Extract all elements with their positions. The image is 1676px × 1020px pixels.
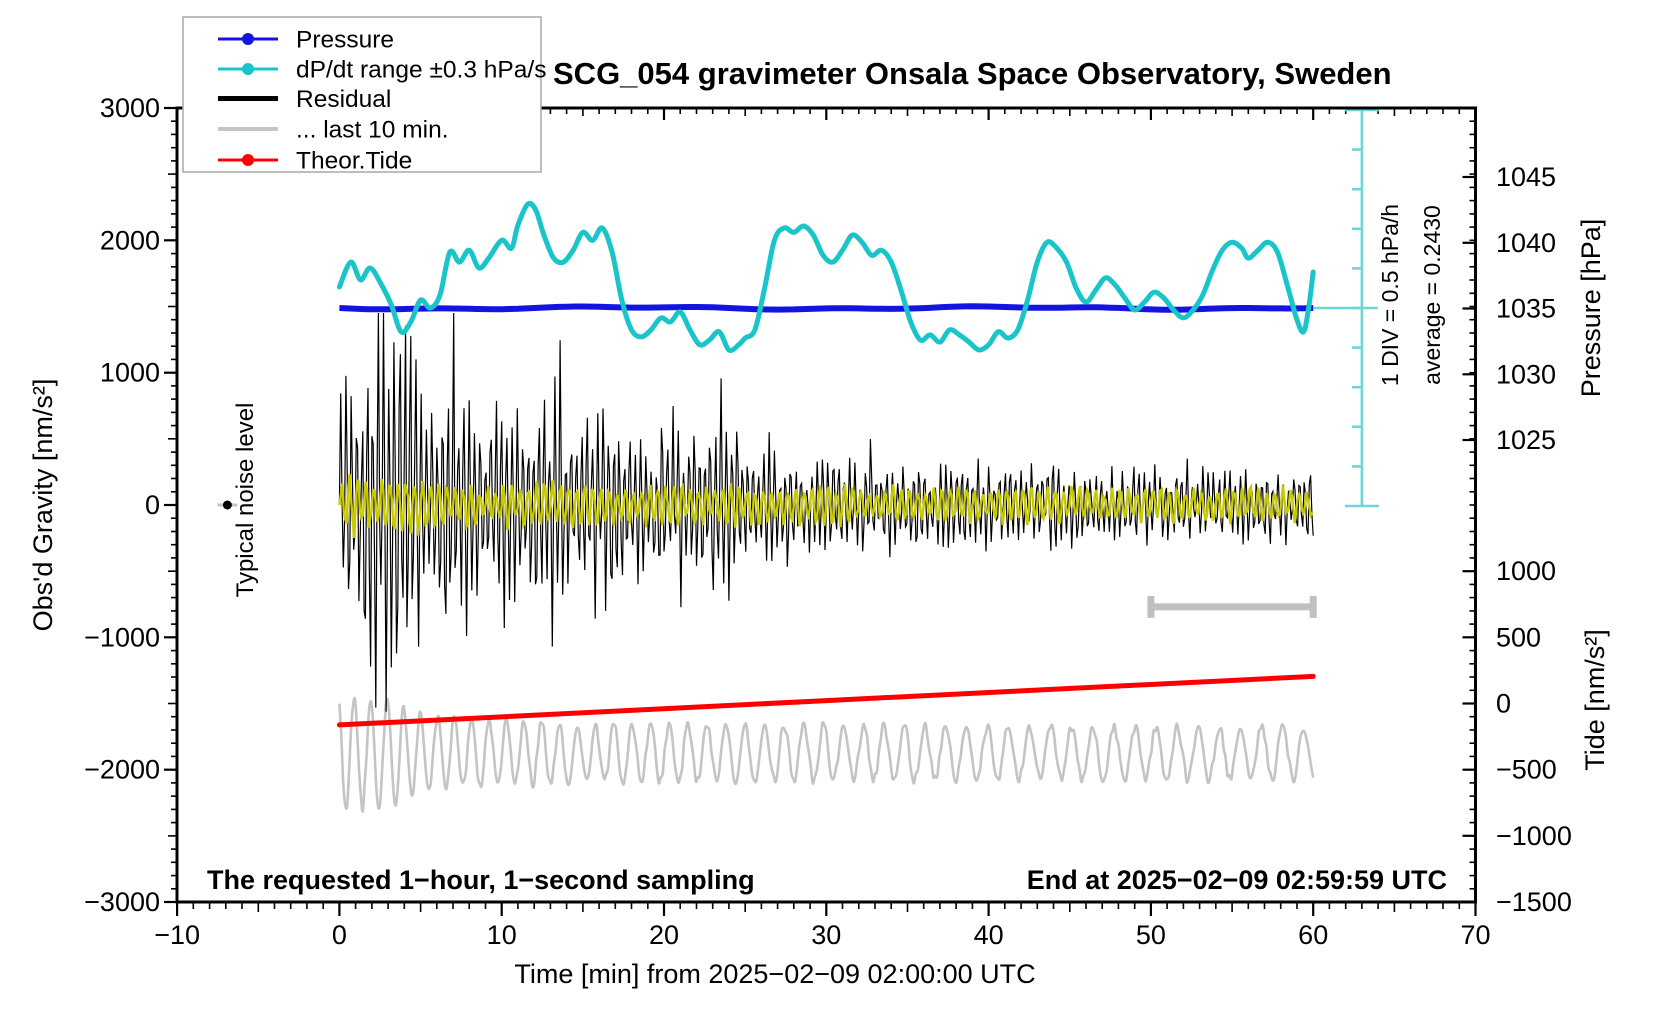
series-pressure-line	[339, 303, 1314, 313]
series-theor-tide-line	[336, 673, 1316, 728]
legend-swatch-dot	[242, 154, 254, 166]
series-last10-gray-curve	[338, 696, 1315, 813]
tide-tick-label: 500	[1496, 622, 1541, 652]
noise-dot	[222, 500, 232, 510]
x-tick-label: 70	[1460, 920, 1490, 950]
legend-item-label: Theor.Tide	[296, 148, 412, 175]
x-tick-label: 40	[974, 920, 1004, 950]
legend-item-label: Residual	[296, 86, 391, 113]
div-scale-label: 1 DIV = 0.5 hPa/h	[1377, 204, 1403, 386]
pressure-tick-label: 1025	[1496, 425, 1556, 455]
gravity-tick-label: −2000	[84, 755, 160, 785]
legend-swatch-dot	[242, 33, 254, 45]
average-value-label: average = 0.2430	[1419, 205, 1445, 385]
pressure-tick-label: 1040	[1496, 228, 1556, 258]
legend-swatch-dot	[242, 63, 254, 75]
gravity-tick-label: 0	[145, 490, 160, 520]
gravity-tick-label: 2000	[100, 225, 160, 255]
gravity-axis-title: Obs'd Gravity [nm/s²]	[28, 379, 58, 632]
x-tick-label: 30	[811, 920, 841, 950]
pressure-axis-title: Pressure [hPa]	[1576, 219, 1606, 398]
legend-item: Residual	[218, 86, 391, 113]
tide-tick-label: −1500	[1496, 887, 1572, 917]
data-series	[336, 200, 1316, 813]
legend-item: Pressure	[218, 27, 394, 54]
gravity-tick-label: 1000	[100, 358, 160, 388]
last10-extent-bar	[1147, 595, 1317, 618]
tide-tick-label: 0	[1496, 689, 1511, 719]
legend-item: Theor.Tide	[218, 148, 412, 175]
tide-axis-title: Tide [nm/s²]	[1580, 629, 1610, 771]
tide-tick-label: 1000	[1496, 556, 1556, 586]
noise-label: Typical noise level	[232, 403, 259, 598]
x-tick-label: 0	[332, 920, 347, 950]
pressure-tick-label: 1035	[1496, 294, 1556, 324]
x-tick-label: 10	[487, 920, 517, 950]
legend-item: dP/dt range ±0.3 hPa/s	[218, 57, 546, 84]
chart-title: SCG_054 gravimeter Onsala Space Observat…	[553, 56, 1392, 91]
plot-frame	[175, 106, 1477, 904]
pressure-tick-label: 1030	[1496, 359, 1556, 389]
tide-tick-label: −1000	[1496, 821, 1572, 851]
gravity-tick-label: −1000	[84, 622, 160, 652]
tide-tick-label: −500	[1496, 755, 1557, 785]
sampling-note: The requested 1−hour, 1−second sampling	[207, 865, 755, 895]
legend-item-label: ... last 10 min.	[296, 117, 449, 144]
noise-level-marker: Typical noise level	[217, 403, 259, 598]
legend-item-label: dP/dt range ±0.3 hPa/s	[296, 57, 546, 84]
x-tick-label: −10	[154, 920, 200, 950]
legend-box	[182, 16, 542, 173]
legend-item-label: Pressure	[296, 27, 394, 54]
legend-item: ... last 10 min.	[218, 117, 449, 144]
x-tick-label: 20	[649, 920, 679, 950]
gravity-tick-label: 3000	[100, 93, 160, 123]
legend: Pressure dP/dt range ±0.3 hPa/sResidual..…	[182, 16, 546, 175]
end-time-note: End at 2025−02−09 02:59:59 UTC	[1027, 865, 1447, 895]
dpdt-scale-ruler	[1313, 108, 1379, 508]
x-axis-title: Time [min] from 2025−02−09 02:00:00 UTC	[514, 959, 1035, 989]
axes: −10 0 10 20 30 40 50 60 70 3000 2000 1000 0 −1000 −200…	[84, 93, 1572, 950]
pressure-tick-label: 1045	[1496, 162, 1556, 192]
x-tick-label: 60	[1298, 920, 1328, 950]
gravity-tick-label: −3000	[84, 887, 160, 917]
series-residual-last10-highlight	[338, 473, 1314, 539]
series-dpdt-curve	[336, 200, 1316, 353]
x-tick-label: 50	[1136, 920, 1166, 950]
